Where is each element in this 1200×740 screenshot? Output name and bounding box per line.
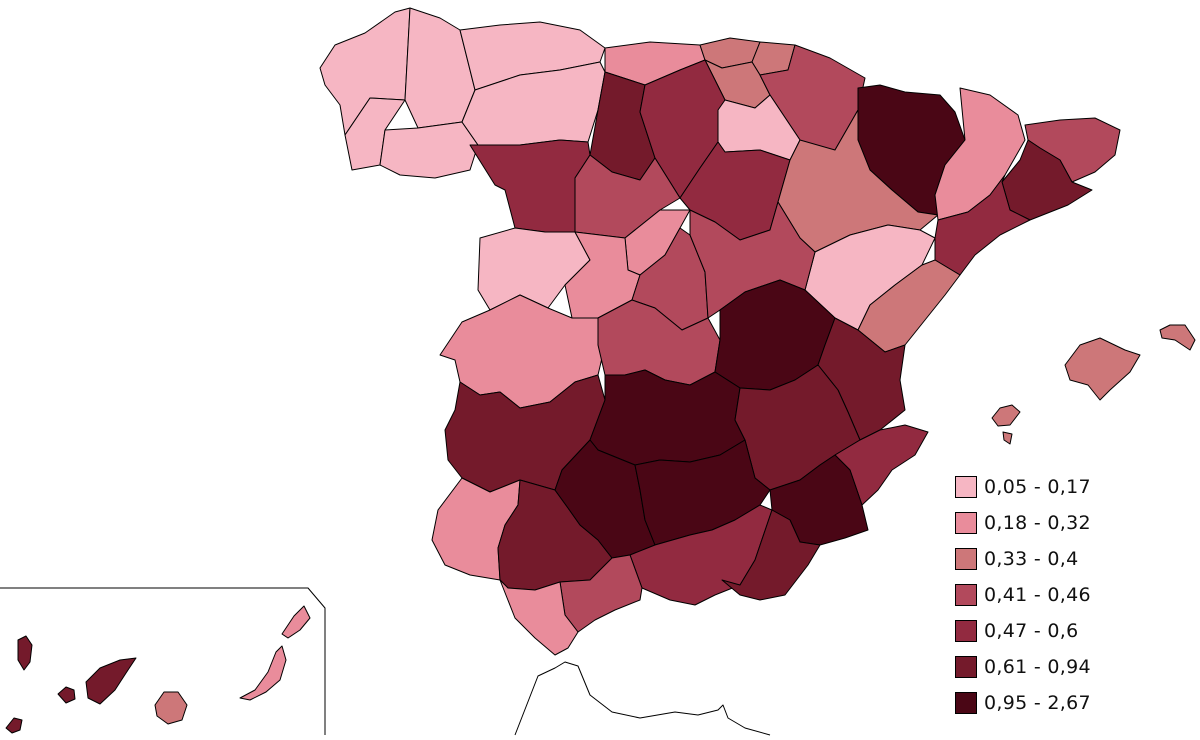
legend-item: 0,95 - 2,67 bbox=[955, 692, 1091, 714]
legend-item: 0,61 - 0,94 bbox=[955, 656, 1091, 678]
legend-label: 0,47 - 0,6 bbox=[984, 620, 1079, 642]
province-canarias-la-palma bbox=[17, 635, 33, 671]
province-ourense bbox=[379, 121, 479, 179]
legend-label: 0,33 - 0,4 bbox=[984, 548, 1079, 570]
canary-inset-frame bbox=[0, 587, 326, 735]
province-barcelona bbox=[1001, 139, 1093, 221]
province-canarias-el-hierro bbox=[5, 717, 23, 734]
legend-swatch bbox=[955, 656, 977, 678]
legend-swatch bbox=[955, 548, 977, 570]
province-valladolid bbox=[574, 154, 681, 239]
province-baleares-menorca bbox=[1159, 324, 1196, 351]
legend-label: 0,61 - 0,94 bbox=[984, 656, 1091, 678]
province-ciudad-real bbox=[589, 369, 746, 466]
province-canarias-tenerife bbox=[85, 657, 137, 705]
province-baleares-ibiza bbox=[991, 404, 1021, 427]
legend: 0,05 - 0,17 0,18 - 0,32 0,33 - 0,4 0,41 - 0… bbox=[955, 476, 1091, 714]
legend-label: 0,95 - 2,67 bbox=[984, 692, 1091, 714]
province-almeria bbox=[721, 509, 821, 601]
legend-label: 0,05 - 0,17 bbox=[984, 476, 1091, 498]
legend-swatch bbox=[955, 692, 977, 714]
legend-item: 0,05 - 0,17 bbox=[955, 476, 1091, 498]
legend-label: 0,41 - 0,46 bbox=[984, 584, 1091, 606]
province-canarias-gran-canaria bbox=[154, 691, 188, 725]
province-zamora bbox=[469, 139, 591, 233]
province-leon bbox=[461, 61, 606, 146]
legend-item: 0,18 - 0,32 bbox=[955, 512, 1091, 534]
legend-swatch bbox=[955, 584, 977, 606]
province-canarias-lanzarote bbox=[281, 605, 311, 639]
legend-item: 0,47 - 0,6 bbox=[955, 620, 1091, 642]
legend-swatch bbox=[955, 512, 977, 534]
legend-label: 0,18 - 0,32 bbox=[984, 512, 1091, 534]
legend-swatch bbox=[955, 620, 977, 642]
province-canarias-fuerteventura bbox=[239, 645, 287, 701]
legend-item: 0,33 - 0,4 bbox=[955, 548, 1091, 570]
legend-item: 0,41 - 0,46 bbox=[955, 584, 1091, 606]
province-baleares-formentera bbox=[1002, 431, 1013, 445]
north-africa-coast-outline bbox=[514, 661, 771, 736]
province-cadiz bbox=[499, 579, 579, 656]
legend-swatch bbox=[955, 476, 977, 498]
province-lugo bbox=[404, 7, 476, 129]
province-baleares-mallorca bbox=[1064, 337, 1141, 401]
province-canarias-la-gomera bbox=[57, 686, 76, 704]
